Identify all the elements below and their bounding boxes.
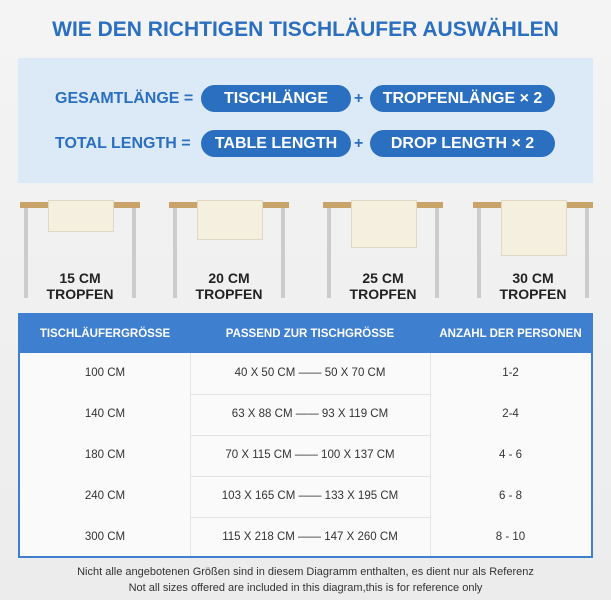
column-header: ANZAHL DER PERSONEN — [439, 328, 582, 340]
size-table: TISCHLÄUFERGRÖSSE PASSEND ZUR TISCHGRÖSSE… — [18, 313, 593, 558]
formula-label: GESAMTLÄNGE = — [55, 90, 194, 107]
formula-pill: TISCHLÄNGE — [201, 85, 351, 112]
drop-size: 25 CM — [362, 270, 404, 286]
drop-label: TROPFEN — [195, 286, 263, 302]
runner — [351, 200, 417, 248]
footnote: Nicht alle angebotenen Größen sind in di… — [77, 566, 534, 578]
drop-label: TROPFEN — [499, 286, 567, 302]
row-divider — [190, 435, 430, 436]
table-leg — [132, 208, 136, 298]
row-divider — [190, 394, 430, 395]
table-cell: 63 X 88 CM —— 93 X 119 CM — [231, 408, 389, 420]
table-cell: 4 - 6 — [498, 449, 522, 461]
drop-label: TROPFEN — [46, 286, 114, 302]
table-leg — [327, 208, 331, 298]
footnote: Not all sizes offered are included in th… — [128, 582, 483, 594]
table-leg — [173, 208, 177, 298]
runner — [501, 200, 567, 256]
title: WIE DEN RICHTIGEN TISCHLÄUFER AUSWÄHLEN — [52, 18, 559, 41]
table-cell: 140 CM — [84, 408, 126, 420]
drop-size: 15 CM — [59, 270, 101, 286]
drop-size: 20 CM — [208, 270, 250, 286]
formula-pill: TABLE LENGTH — [201, 130, 351, 157]
row-divider — [190, 517, 430, 518]
table-cell: 240 CM — [84, 490, 126, 502]
runner — [197, 200, 263, 240]
table-cell: 1-2 — [502, 367, 519, 379]
drop-size: 30 CM — [512, 270, 554, 286]
table-cell: 180 CM — [84, 449, 126, 461]
column-header: TISCHLÄUFERGRÖSSE — [39, 328, 171, 340]
row-divider — [190, 476, 430, 477]
table-leg — [435, 208, 439, 298]
formula-pill: DROP LENGTH × 2 — [370, 130, 555, 157]
table-leg — [477, 208, 481, 298]
table-header — [20, 315, 591, 353]
formula-operator: + — [354, 90, 364, 107]
table-cell: 6 - 8 — [498, 490, 522, 502]
table-leg — [281, 208, 285, 298]
formula-box: GESAMTLÄNGE = TISCHLÄNGE + TROPFENLÄNGE × 2… — [18, 58, 593, 183]
formula-pill: TROPFENLÄNGE × 2 — [370, 85, 555, 112]
drop-label: TROPFEN — [349, 286, 417, 302]
runner — [48, 200, 114, 232]
table-leg — [24, 208, 28, 298]
column-divider — [430, 353, 431, 556]
formula-operator: + — [354, 135, 364, 152]
table-cell: 100 CM — [84, 367, 126, 379]
table-leg — [585, 208, 589, 298]
table-cell: 300 CM — [84, 531, 126, 543]
column-header: PASSEND ZUR TISCHGRÖSSE — [225, 328, 395, 340]
table-cell: 70 X 115 CM —— 100 X 137 CM — [225, 449, 395, 461]
table-cell: 103 X 165 CM —— 133 X 195 CM — [221, 490, 399, 502]
table-cell: 40 X 50 CM —— 50 X 70 CM — [234, 367, 386, 379]
table-cell: 115 X 218 CM —— 147 X 260 CM — [222, 531, 398, 543]
column-divider — [190, 353, 191, 556]
table-cell: 8 - 10 — [495, 531, 526, 543]
formula-label: TOTAL LENGTH = — [55, 135, 191, 152]
table-cell: 2-4 — [502, 408, 519, 420]
